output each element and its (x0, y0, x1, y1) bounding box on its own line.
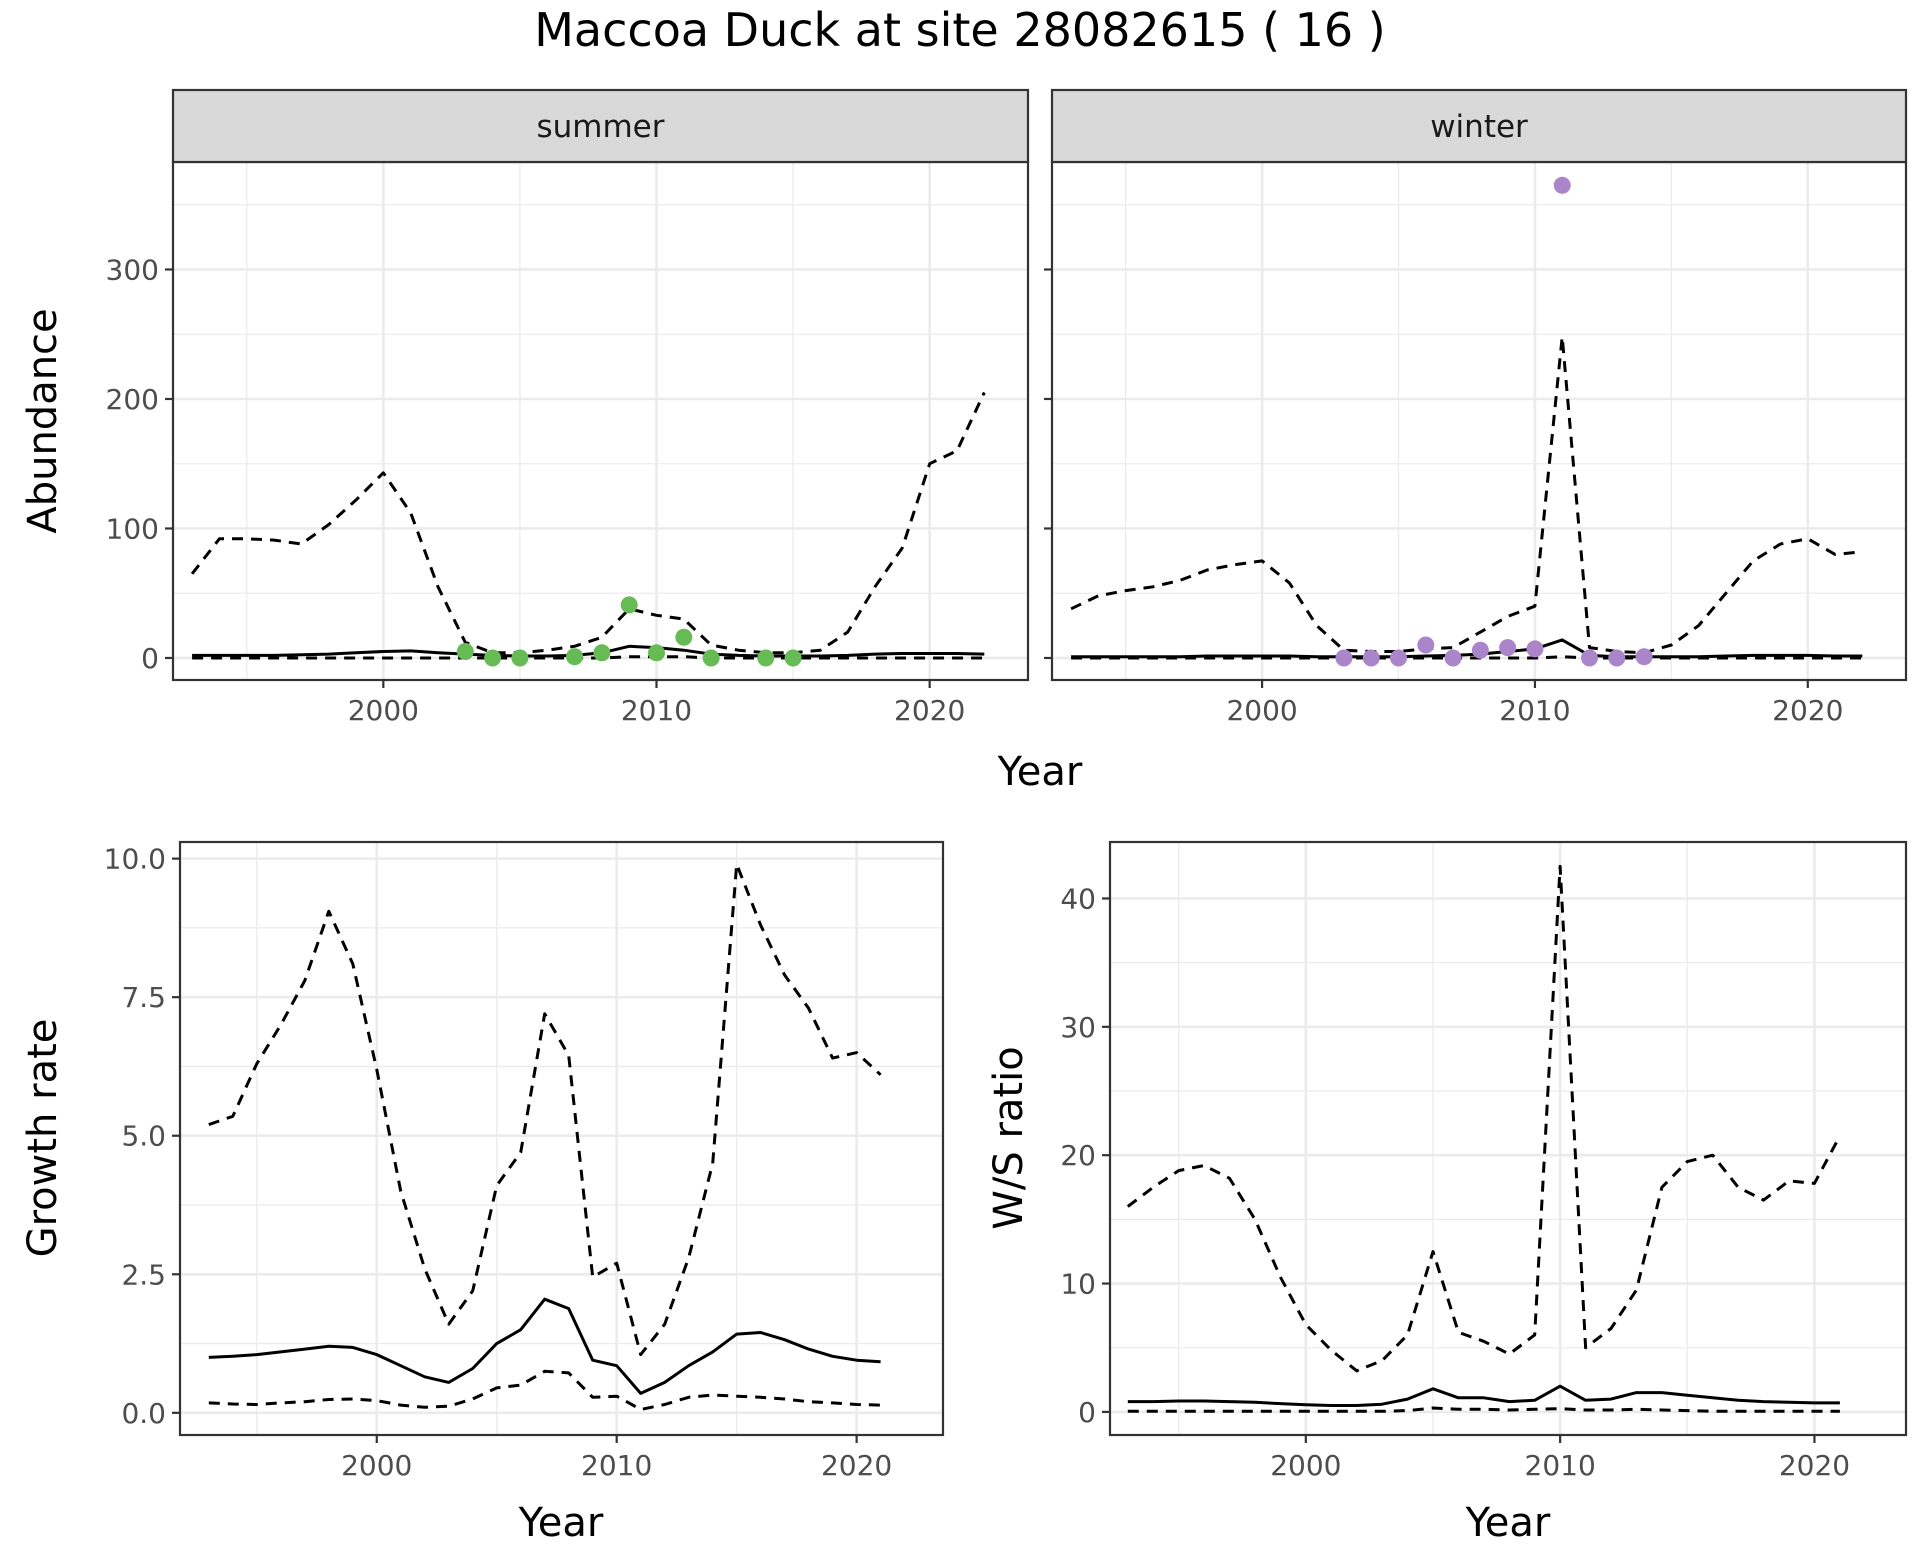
data-point (1471, 641, 1489, 659)
y-tick-label: 5.0 (121, 1120, 166, 1153)
x-tick-label: 2020 (821, 1449, 892, 1482)
figure-title: Maccoa Duck at site 28082615 ( 16 ) (534, 3, 1386, 57)
panel-border (178, 840, 945, 1437)
panel-summer: summer 2000 2010 2020 0 100 200 300 (106, 88, 1030, 727)
data-point (511, 649, 529, 667)
panel-background (180, 842, 943, 1435)
y-tick-label: 2.5 (121, 1258, 166, 1291)
series-line-dashed-2 (1126, 864, 1842, 1373)
series-line-dashed-1 (1127, 1406, 1840, 1413)
data-point (1553, 176, 1571, 194)
series-line-dashed-1 (208, 1369, 881, 1411)
panel-background (1052, 162, 1906, 680)
y-axis-title-top: Abundance (20, 308, 66, 533)
y-axis-title-ws: W/S ratio (986, 1046, 1032, 1229)
series-line-solid-0 (192, 644, 985, 658)
data-point (1635, 648, 1653, 666)
data-point (1335, 649, 1353, 667)
data-point (647, 644, 665, 662)
y-tick-label: 7.5 (121, 981, 166, 1014)
x-tick-label: 2020 (894, 694, 965, 727)
data-layer (1126, 864, 1842, 1413)
facet-strip-label: winter (1430, 109, 1528, 145)
data-point (1417, 636, 1435, 654)
panel-growth: 2000 2010 2020 0.0 2.5 5.0 7.5 10.0 (104, 840, 945, 1482)
x-axis-title-ws: Year (1465, 1500, 1551, 1546)
panel-background (173, 162, 1028, 680)
data-point (702, 649, 720, 667)
x-tick-label: 2020 (1779, 1449, 1850, 1482)
x-tick-label: 2010 (581, 1449, 652, 1482)
data-point (1608, 649, 1626, 667)
x-tick-label: 2000 (1270, 1449, 1341, 1482)
data-point (1444, 649, 1462, 667)
series-line-dashed-2 (1070, 335, 1863, 655)
data-point (620, 596, 638, 614)
data-point (593, 644, 611, 662)
x-axis-title-top: Year (997, 749, 1083, 795)
data-point (1362, 649, 1380, 667)
data-point (566, 648, 584, 666)
series-line-solid-0 (1071, 638, 1863, 659)
y-tick-label: 0.0 (121, 1397, 166, 1430)
data-point (784, 649, 802, 667)
x-tick-label: 2010 (1499, 694, 1570, 727)
y-tick-label: 40 (1060, 882, 1096, 915)
y-tick-label: 200 (106, 383, 159, 416)
data-layer (208, 862, 882, 1411)
y-tick-label: 30 (1060, 1011, 1096, 1044)
data-point (1581, 649, 1599, 667)
data-layer (190, 391, 986, 667)
y-tick-label: 10.0 (104, 843, 166, 876)
data-layer (1070, 176, 1863, 667)
panel-winter: winter 2000 2010 2020 (1044, 88, 1908, 727)
panel-background (1110, 842, 1906, 1435)
panel-border (1108, 840, 1908, 1437)
y-tick-label: 20 (1060, 1139, 1096, 1172)
x-tick-label: 2010 (1525, 1449, 1596, 1482)
facet-strip (1050, 88, 1908, 164)
facet-strip-label: summer (536, 109, 664, 145)
data-point (484, 649, 502, 667)
x-tick-label: 2000 (1226, 694, 1297, 727)
x-tick-label: 2010 (621, 694, 692, 727)
y-tick-label: 0 (141, 642, 159, 675)
y-axis-title-growth: Growth rate (20, 1019, 66, 1258)
y-tick-label: 100 (106, 512, 159, 545)
series-line-dashed-2 (208, 862, 882, 1357)
data-point (675, 628, 693, 646)
panel-ws_ratio: 2000 2010 2020 0 10 20 30 40 (1060, 840, 1908, 1482)
y-tick-label: 300 (106, 253, 159, 286)
series-line-dashed-2 (190, 391, 986, 655)
y-tick-label: 10 (1060, 1268, 1096, 1301)
x-tick-label: 2000 (341, 1449, 412, 1482)
facet-strip (171, 88, 1030, 164)
data-point (456, 643, 474, 661)
data-point (1526, 640, 1544, 658)
x-tick-label: 2000 (348, 694, 419, 727)
data-point (1390, 649, 1408, 667)
series-line-solid-0 (1127, 1384, 1840, 1407)
y-tick-label: 0 (1078, 1396, 1096, 1429)
series-line-solid-0 (208, 1297, 881, 1395)
data-point (1499, 639, 1517, 657)
x-axis-title-growth: Year (518, 1500, 604, 1546)
x-tick-label: 2020 (1772, 694, 1843, 727)
data-point (757, 649, 775, 667)
